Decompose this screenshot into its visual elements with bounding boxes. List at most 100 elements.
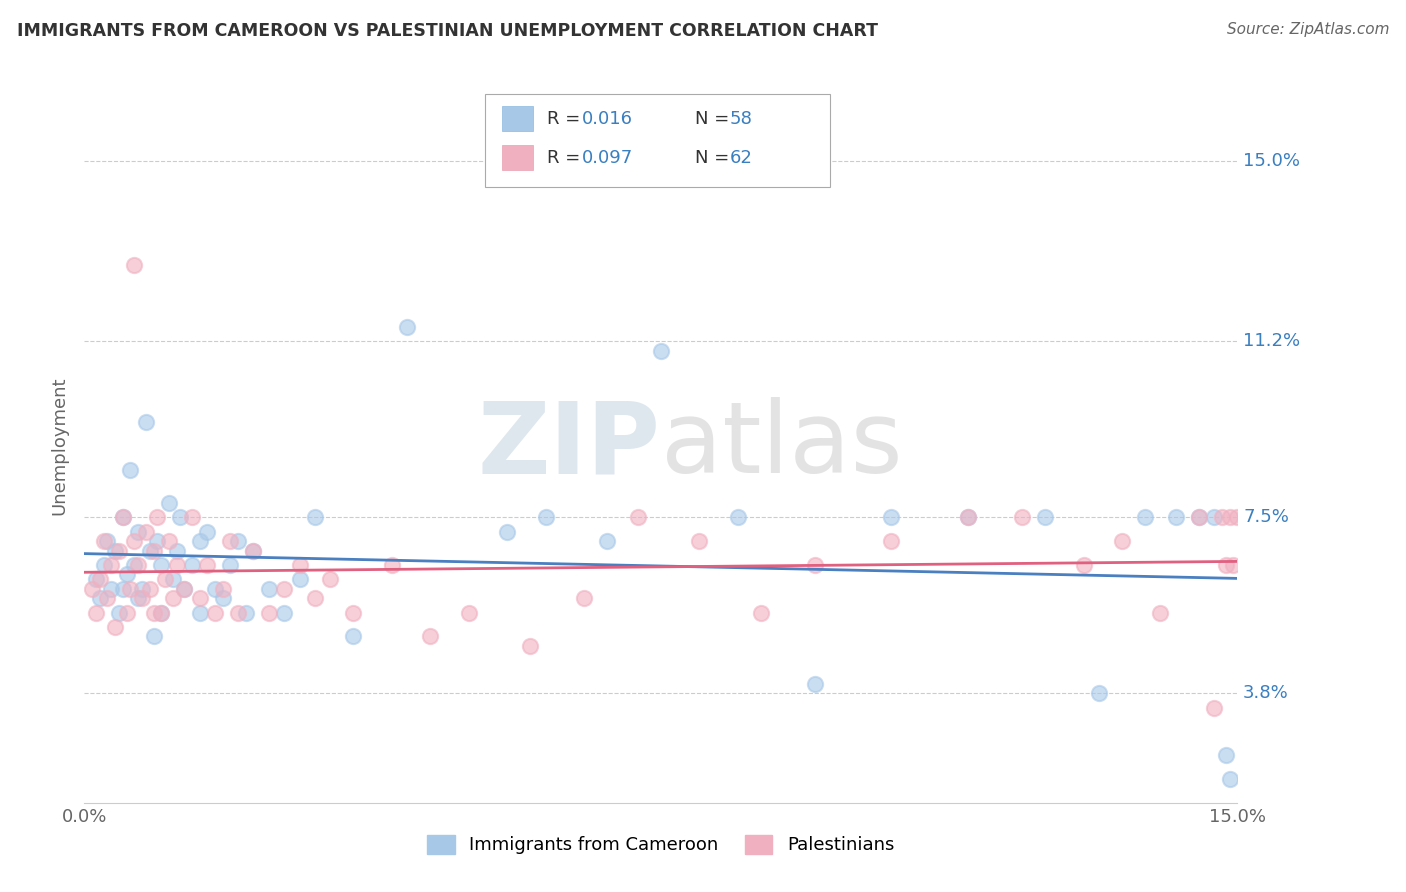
Point [1215, 558, 1237, 572]
Point [93, 534, 115, 549]
Point [150, 606, 173, 620]
Point [124, 558, 146, 572]
Point [235, 606, 257, 620]
Point [166, 543, 188, 558]
Point [688, 534, 710, 549]
Point [135, 524, 157, 539]
Text: R =: R = [547, 110, 586, 128]
Text: 62: 62 [730, 149, 752, 167]
Point [1149, 606, 1171, 620]
Point [188, 606, 211, 620]
Point [226, 606, 249, 620]
Point [1111, 534, 1133, 549]
Point [1133, 510, 1156, 524]
Text: 3.8%: 3.8% [1243, 684, 1289, 702]
Point [219, 534, 242, 549]
Point [226, 534, 249, 549]
Point [1204, 510, 1226, 524]
Point [572, 591, 595, 606]
Text: Source: ZipAtlas.com: Source: ZipAtlas.com [1226, 22, 1389, 37]
Point [1188, 510, 1211, 524]
Point [596, 534, 619, 549]
Text: ZIP: ZIP [478, 398, 661, 494]
Point [1088, 686, 1111, 700]
Point [150, 606, 173, 620]
Point [803, 677, 825, 691]
Point [127, 524, 149, 539]
Point [162, 572, 184, 586]
Point [89, 572, 111, 586]
Point [111, 582, 134, 596]
Point [749, 606, 772, 620]
Point [1188, 510, 1211, 524]
Point [457, 606, 479, 620]
Point [1033, 510, 1056, 524]
Point [124, 258, 146, 272]
Point [257, 606, 280, 620]
Point [1211, 510, 1233, 524]
Point [627, 510, 650, 524]
Point [273, 582, 295, 596]
Point [880, 534, 903, 549]
Point [1219, 772, 1241, 786]
Point [181, 558, 204, 572]
Point [108, 606, 131, 620]
Point [89, 591, 111, 606]
Point [342, 629, 364, 643]
Point [1204, 700, 1226, 714]
Text: 0.016: 0.016 [582, 110, 633, 128]
Point [115, 567, 138, 582]
Point [195, 558, 218, 572]
Point [211, 591, 233, 606]
Text: 0.097: 0.097 [582, 149, 633, 167]
Text: 15.0%: 15.0% [1243, 152, 1301, 169]
Point [111, 510, 134, 524]
Point [1164, 510, 1187, 524]
Point [127, 591, 149, 606]
Point [120, 463, 142, 477]
Point [169, 510, 191, 524]
Point [146, 510, 169, 524]
Point [396, 320, 419, 334]
Point [304, 510, 326, 524]
Point [84, 572, 107, 586]
Point [115, 606, 138, 620]
Point [104, 543, 127, 558]
Point [242, 543, 264, 558]
Point [166, 558, 188, 572]
Point [957, 510, 980, 524]
Point [146, 534, 169, 549]
Text: 7.5%: 7.5% [1243, 508, 1289, 526]
Point [204, 582, 226, 596]
Point [157, 534, 180, 549]
Point [1215, 748, 1237, 763]
Point [957, 510, 980, 524]
Y-axis label: Unemployment: Unemployment [51, 376, 69, 516]
Text: atlas: atlas [661, 398, 903, 494]
Point [1011, 510, 1033, 524]
Point [304, 591, 326, 606]
Point [173, 582, 195, 596]
Point [96, 534, 118, 549]
Point [496, 524, 519, 539]
Point [111, 510, 134, 524]
Point [142, 543, 165, 558]
Text: 58: 58 [730, 110, 752, 128]
Point [150, 558, 173, 572]
Point [219, 558, 242, 572]
Point [153, 572, 176, 586]
Point [1222, 558, 1244, 572]
Legend: Immigrants from Cameroon, Palestinians: Immigrants from Cameroon, Palestinians [427, 835, 894, 855]
Point [1219, 510, 1241, 524]
Point [273, 606, 295, 620]
Point [138, 543, 160, 558]
Point [93, 558, 115, 572]
Point [1226, 510, 1249, 524]
Point [100, 558, 122, 572]
Point [135, 415, 157, 429]
Point [319, 572, 342, 586]
Text: N =: N = [695, 110, 734, 128]
Point [131, 591, 153, 606]
Point [288, 572, 311, 586]
Point [80, 582, 103, 596]
